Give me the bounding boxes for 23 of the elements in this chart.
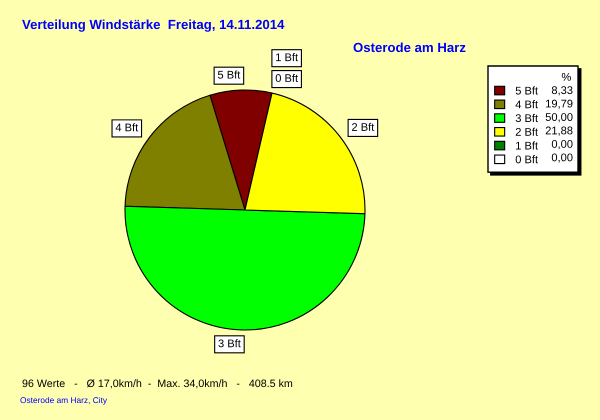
category-label: 1 Bft — [276, 53, 298, 62]
legend-label: 1 Bft — [516, 141, 538, 150]
chart-subtitle: Osterode am Harz — [354, 42, 466, 52]
slice-label: 2 Bft — [352, 122, 374, 131]
legend-label: 3 Bft — [516, 114, 538, 122]
slice-label: 3 Bft — [218, 339, 241, 348]
slice-label: 4 Bft — [116, 123, 138, 132]
slice-label: 5 Bft — [218, 70, 240, 79]
data-label: 50,00 — [546, 113, 573, 122]
legend-label: 5 Bft — [516, 86, 538, 95]
data-label: 8,33 — [552, 86, 573, 96]
legend-label: 4 Bft — [515, 100, 538, 108]
data-label: 21,88 — [546, 126, 573, 136]
text: 96 Werte - Ø 17,0km/h - Max. 34,0km/h - 408.5 km — [22, 379, 292, 388]
data-label: 19,79 — [546, 100, 572, 109]
text: 0,00 — [552, 153, 573, 163]
text: Osterode am Harz, City — [20, 396, 108, 405]
chart-title: Verteilung Windstärke Freitag, 14.11.2014 — [22, 19, 284, 32]
text: 0,00 — [552, 140, 573, 150]
legend-title: % — [562, 73, 571, 81]
legend-label: 2 Bft — [516, 128, 538, 136]
legend-label: 0 Bft — [516, 155, 538, 164]
category-label: 0 Bft — [276, 74, 298, 82]
